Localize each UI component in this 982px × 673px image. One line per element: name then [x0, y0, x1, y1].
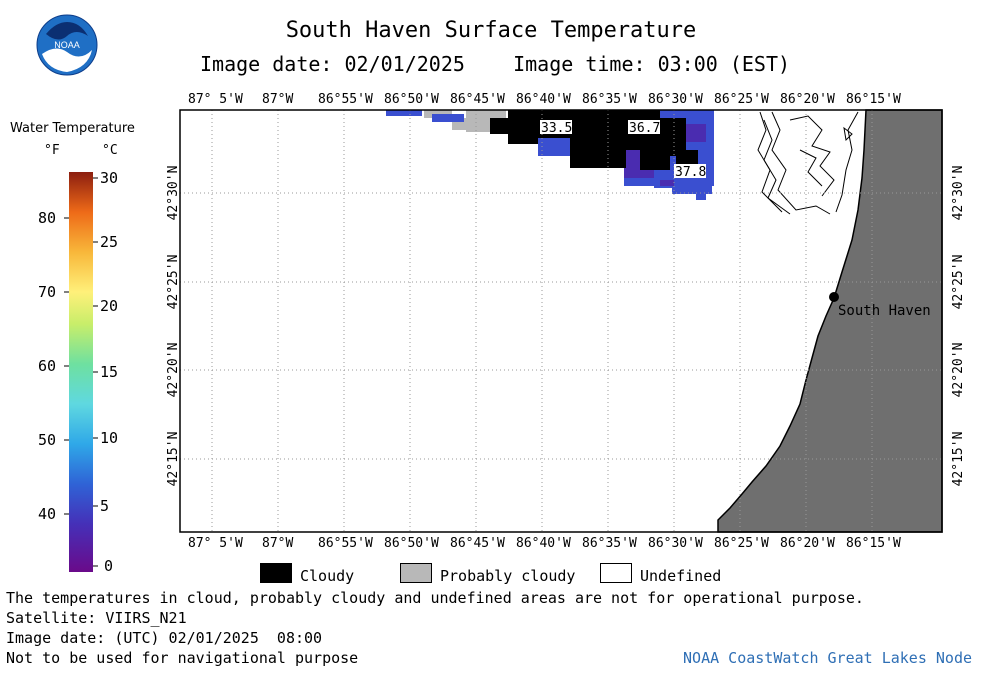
colorbar-f-tick: 70: [38, 283, 57, 301]
cloud-areas: [490, 110, 698, 170]
undefined-swatch: [600, 563, 632, 583]
colorbar-f-tick: 60: [38, 357, 57, 375]
disclaimer-text: The temperatures in cloud, probably clou…: [6, 589, 864, 607]
lon-label-bottom: 86°40'W: [516, 536, 571, 551]
colorbar-gradient: [69, 172, 93, 572]
map-frame: [179, 109, 943, 533]
temp-label-box: [628, 120, 660, 134]
map-title: South Haven Surface Temperature: [285, 18, 697, 43]
noaa-logo-text: NOAA: [54, 40, 80, 50]
lat-label-right: 42°20'N: [951, 343, 966, 398]
lat-label-left: 42°20'N: [166, 343, 181, 398]
lon-label-bottom: 86°45'W: [450, 536, 505, 551]
temp-label: 37.8: [675, 165, 706, 180]
lon-label-top: 86°35'W: [582, 92, 637, 107]
lon-label-bottom: 86°55'W: [318, 536, 373, 551]
lat-label-left: 42°25'N: [166, 255, 181, 310]
lon-label-bottom: 86°50'W: [384, 536, 439, 551]
probably-cloudy-label: Probably cloudy: [440, 567, 576, 585]
lon-label-top: 87°W: [262, 92, 294, 107]
cloudy-label: Cloudy: [300, 567, 355, 585]
lon-label-bottom: 86°25'W: [714, 536, 769, 551]
colorbar-title: Water Temperature: [10, 121, 135, 136]
lon-label-top: 86°15'W: [846, 92, 901, 107]
lon-label-bottom: 87° 5'W: [188, 536, 243, 551]
colorbar-f-tick: 40: [38, 505, 57, 523]
temp-label: 36.7: [629, 121, 660, 136]
lon-label-top: 86°40'W: [516, 92, 571, 107]
city-marker-icon: [829, 292, 839, 302]
lat-label-left: 42°30'N: [166, 166, 181, 221]
temp-label-box: [540, 120, 572, 134]
lon-label-top: 87° 5'W: [188, 92, 243, 107]
lon-label-top: 86°50'W: [384, 92, 439, 107]
colorbar-c-tick: 30: [100, 169, 119, 187]
colorbar-c-tick: 0: [104, 557, 114, 575]
lat-label-right: 42°15'N: [951, 432, 966, 487]
credit-text: NOAA CoastWatch Great Lakes Node: [683, 649, 972, 667]
colorbar-f-tick: 50: [38, 431, 57, 449]
colorbar-f-tick: 80: [38, 209, 57, 227]
colorbar-c-tick: 20: [100, 297, 119, 315]
lat-label-right: 42°30'N: [951, 166, 966, 221]
lon-label-bottom: 86°15'W: [846, 536, 901, 551]
colorbar-c-tick: 25: [100, 233, 119, 251]
graticule: [180, 110, 942, 532]
noaa-logo-icon: NOAA: [36, 14, 98, 76]
image-time: Image time: 03:00 (EST): [513, 52, 791, 76]
probably-cloudy-swatch: [400, 563, 432, 583]
undefined-label: Undefined: [640, 567, 722, 585]
city-label: South Haven: [838, 303, 931, 319]
temp-label-box: [674, 164, 706, 178]
nearshore-contours: [757, 111, 859, 215]
lat-label-right: 42°25'N: [951, 255, 966, 310]
colorbar-c-tick: 10: [100, 429, 119, 447]
nav-warning-text: Not to be used for navigational purpose: [6, 649, 359, 667]
land-area: [717, 109, 943, 533]
lon-label-top: 86°45'W: [450, 92, 505, 107]
utc-date-text: Image date: (UTC) 02/01/2025 08:00: [6, 629, 323, 647]
image-date-time: Image date: 02/01/2025 Image time: 03:00…: [200, 52, 790, 76]
lat-label-left: 42°15'N: [166, 432, 181, 487]
lon-label-top: 86°25'W: [714, 92, 769, 107]
lon-label-bottom: 86°30'W: [648, 536, 703, 551]
lon-label-top: 86°30'W: [648, 92, 703, 107]
colorbar-unit-c: °C: [102, 143, 118, 158]
lon-label-bottom: 86°35'W: [582, 536, 637, 551]
colorbar-c-tick: 15: [100, 363, 119, 381]
colorbar-unit-f: °F: [44, 143, 60, 158]
lon-label-bottom: 87°W: [262, 536, 294, 551]
image-date: Image date: 02/01/2025: [200, 52, 465, 76]
lon-label-top: 86°55'W: [318, 92, 373, 107]
satellite-text: Satellite: VIIRS_N21: [6, 609, 187, 627]
lon-label-top: 86°20'W: [780, 92, 835, 107]
lon-label-bottom: 86°20'W: [780, 536, 835, 551]
temp-label: 33.5: [541, 121, 572, 136]
cloudy-swatch: [260, 563, 292, 583]
colorbar-c-tick: 5: [100, 497, 110, 515]
